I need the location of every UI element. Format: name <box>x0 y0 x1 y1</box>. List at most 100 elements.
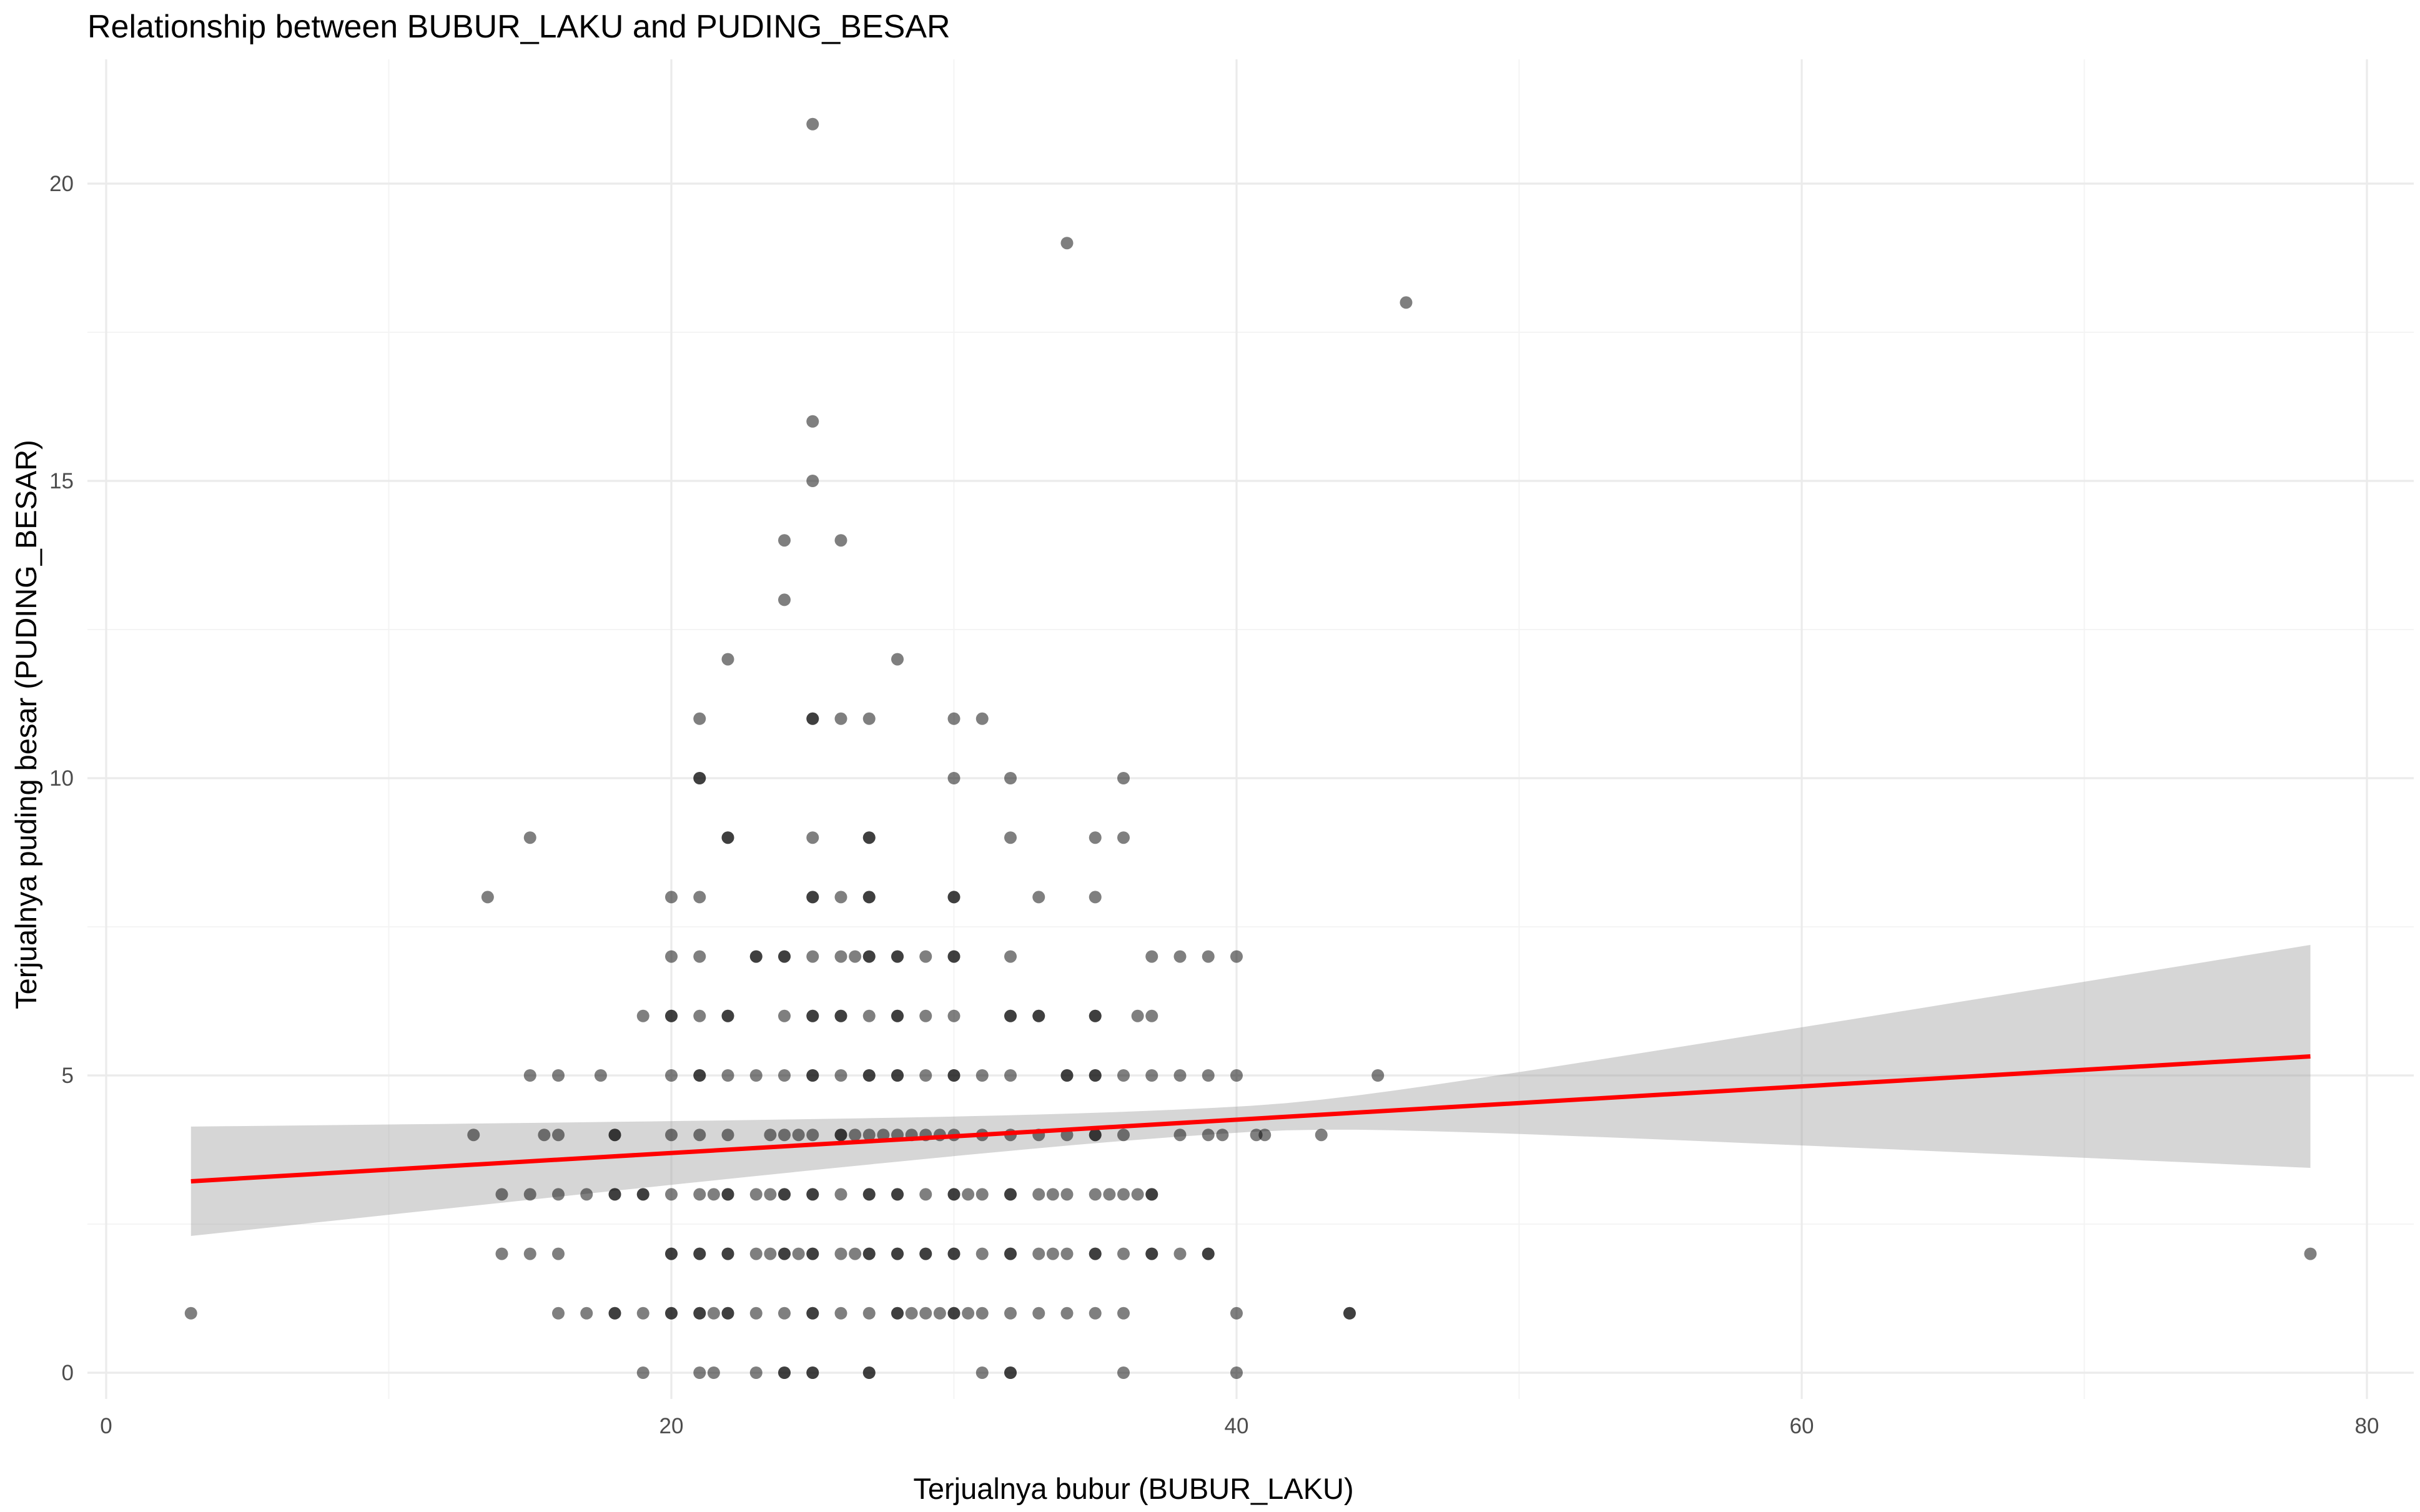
scatter-point <box>1032 1188 1045 1201</box>
scatter-point <box>1145 1247 1158 1260</box>
tick-label-layer: 0 20 40 60 80 0 5 10 15 20 <box>49 172 2379 1438</box>
y-tick-label: 15 <box>49 469 74 493</box>
scatter-point <box>834 950 847 963</box>
regression-line <box>190 1054 2311 1183</box>
scatter-point <box>834 1247 847 1260</box>
scatter-point <box>806 1129 819 1142</box>
scatter-point <box>849 1247 862 1260</box>
scatter-point <box>1060 1307 1074 1320</box>
scatter-point <box>764 1129 777 1142</box>
scatter-point <box>1216 1129 1229 1142</box>
scatter-point <box>1202 1069 1215 1082</box>
scatter-point <box>975 712 989 725</box>
scatter-point <box>665 1069 678 1082</box>
scatter-point <box>552 1129 565 1142</box>
scatter-point <box>834 891 847 904</box>
scatter-point <box>1032 1009 1045 1022</box>
scatter-point <box>665 950 678 963</box>
scatter-point <box>1230 1366 1243 1379</box>
scatter-point <box>778 1069 791 1082</box>
scatter-point <box>1060 1247 1074 1260</box>
scatter-point <box>1089 1069 1102 1082</box>
scatter-point <box>1032 1307 1045 1320</box>
scatter-point <box>523 831 536 844</box>
scatter-point <box>806 1247 819 1260</box>
scatter-point <box>1004 1247 1017 1260</box>
scatter-point <box>778 1307 791 1320</box>
scatter-point <box>1032 891 1045 904</box>
scatter-point <box>778 1009 791 1022</box>
scatter-point <box>862 950 876 963</box>
scatter-point <box>1173 1247 1187 1260</box>
scatter-point <box>1371 1069 1385 1082</box>
scatter-point <box>1173 950 1187 963</box>
scatter-point <box>849 1129 862 1142</box>
scatter-point <box>947 1247 961 1260</box>
scatter-point <box>947 950 961 963</box>
scatter-point <box>1004 950 1017 963</box>
scatter-point <box>947 1307 961 1320</box>
scatter-point <box>721 831 734 844</box>
scatter-point <box>721 1069 734 1082</box>
scatter-point <box>693 1366 706 1379</box>
scatter-point <box>1004 1307 1017 1320</box>
y-axis-title: Terjualnya puding besar (PUDING_BESAR) <box>9 440 42 1009</box>
scatter-point <box>1089 831 1102 844</box>
scatter-point <box>467 1129 480 1142</box>
scatter-point <box>594 1069 607 1082</box>
scatter-point <box>1060 237 1074 250</box>
scatter-point <box>495 1247 508 1260</box>
scatter-point <box>665 1129 678 1142</box>
scatter-point <box>608 1129 621 1142</box>
scatter-point <box>947 712 961 725</box>
chart-title: Relationship between BUBUR_LAKU and PUDI… <box>87 9 951 45</box>
scatter-point <box>891 1247 904 1260</box>
scatter-point <box>636 1307 649 1320</box>
scatter-point <box>608 1307 621 1320</box>
scatter-point <box>693 891 706 904</box>
scatter-point <box>1060 1069 1074 1082</box>
scatter-point <box>749 1366 763 1379</box>
scatter-point <box>721 1307 734 1320</box>
trend-line-layer <box>190 1054 2311 1183</box>
scatter-point <box>891 1307 904 1320</box>
scatter-point <box>693 1009 706 1022</box>
scatter-point <box>1089 891 1102 904</box>
scatter-point <box>778 1129 791 1142</box>
scatter-point <box>862 1366 876 1379</box>
scatter-point <box>749 1188 763 1201</box>
scatter-point <box>1230 1069 1243 1082</box>
scatter-point <box>806 1307 819 1320</box>
scatter-point <box>862 712 876 725</box>
x-tick-label: 40 <box>1225 1414 1249 1438</box>
scatter-point <box>2304 1247 2317 1260</box>
scatter-point <box>862 1009 876 1022</box>
scatter-point <box>919 1009 932 1022</box>
scatter-point <box>665 1009 678 1022</box>
scatter-point <box>580 1188 593 1201</box>
scatter-point <box>778 950 791 963</box>
scatter-point <box>975 1188 989 1201</box>
scatter-point <box>1117 1247 1130 1260</box>
scatter-point <box>1131 1009 1144 1022</box>
scatter-point <box>693 712 706 725</box>
scatter-point <box>764 1247 777 1260</box>
scatter-point <box>1145 1188 1158 1201</box>
scatter-point <box>538 1129 551 1142</box>
scatter-point <box>749 950 763 963</box>
scatter-point <box>1089 1247 1102 1260</box>
confidence-band <box>190 945 2311 1236</box>
scatter-point <box>947 1009 961 1022</box>
scatter-point <box>1117 1188 1130 1201</box>
scatter-point <box>919 950 932 963</box>
scatter-point <box>1089 1129 1102 1142</box>
scatter-point <box>707 1366 720 1379</box>
x-axis-title: Terjualnya bubur (BUBUR_LAKU) <box>913 1472 1353 1505</box>
scatter-point <box>693 772 706 784</box>
scatter-point <box>778 593 791 606</box>
scatter-point <box>721 1247 734 1260</box>
scatter-point <box>905 1307 918 1320</box>
